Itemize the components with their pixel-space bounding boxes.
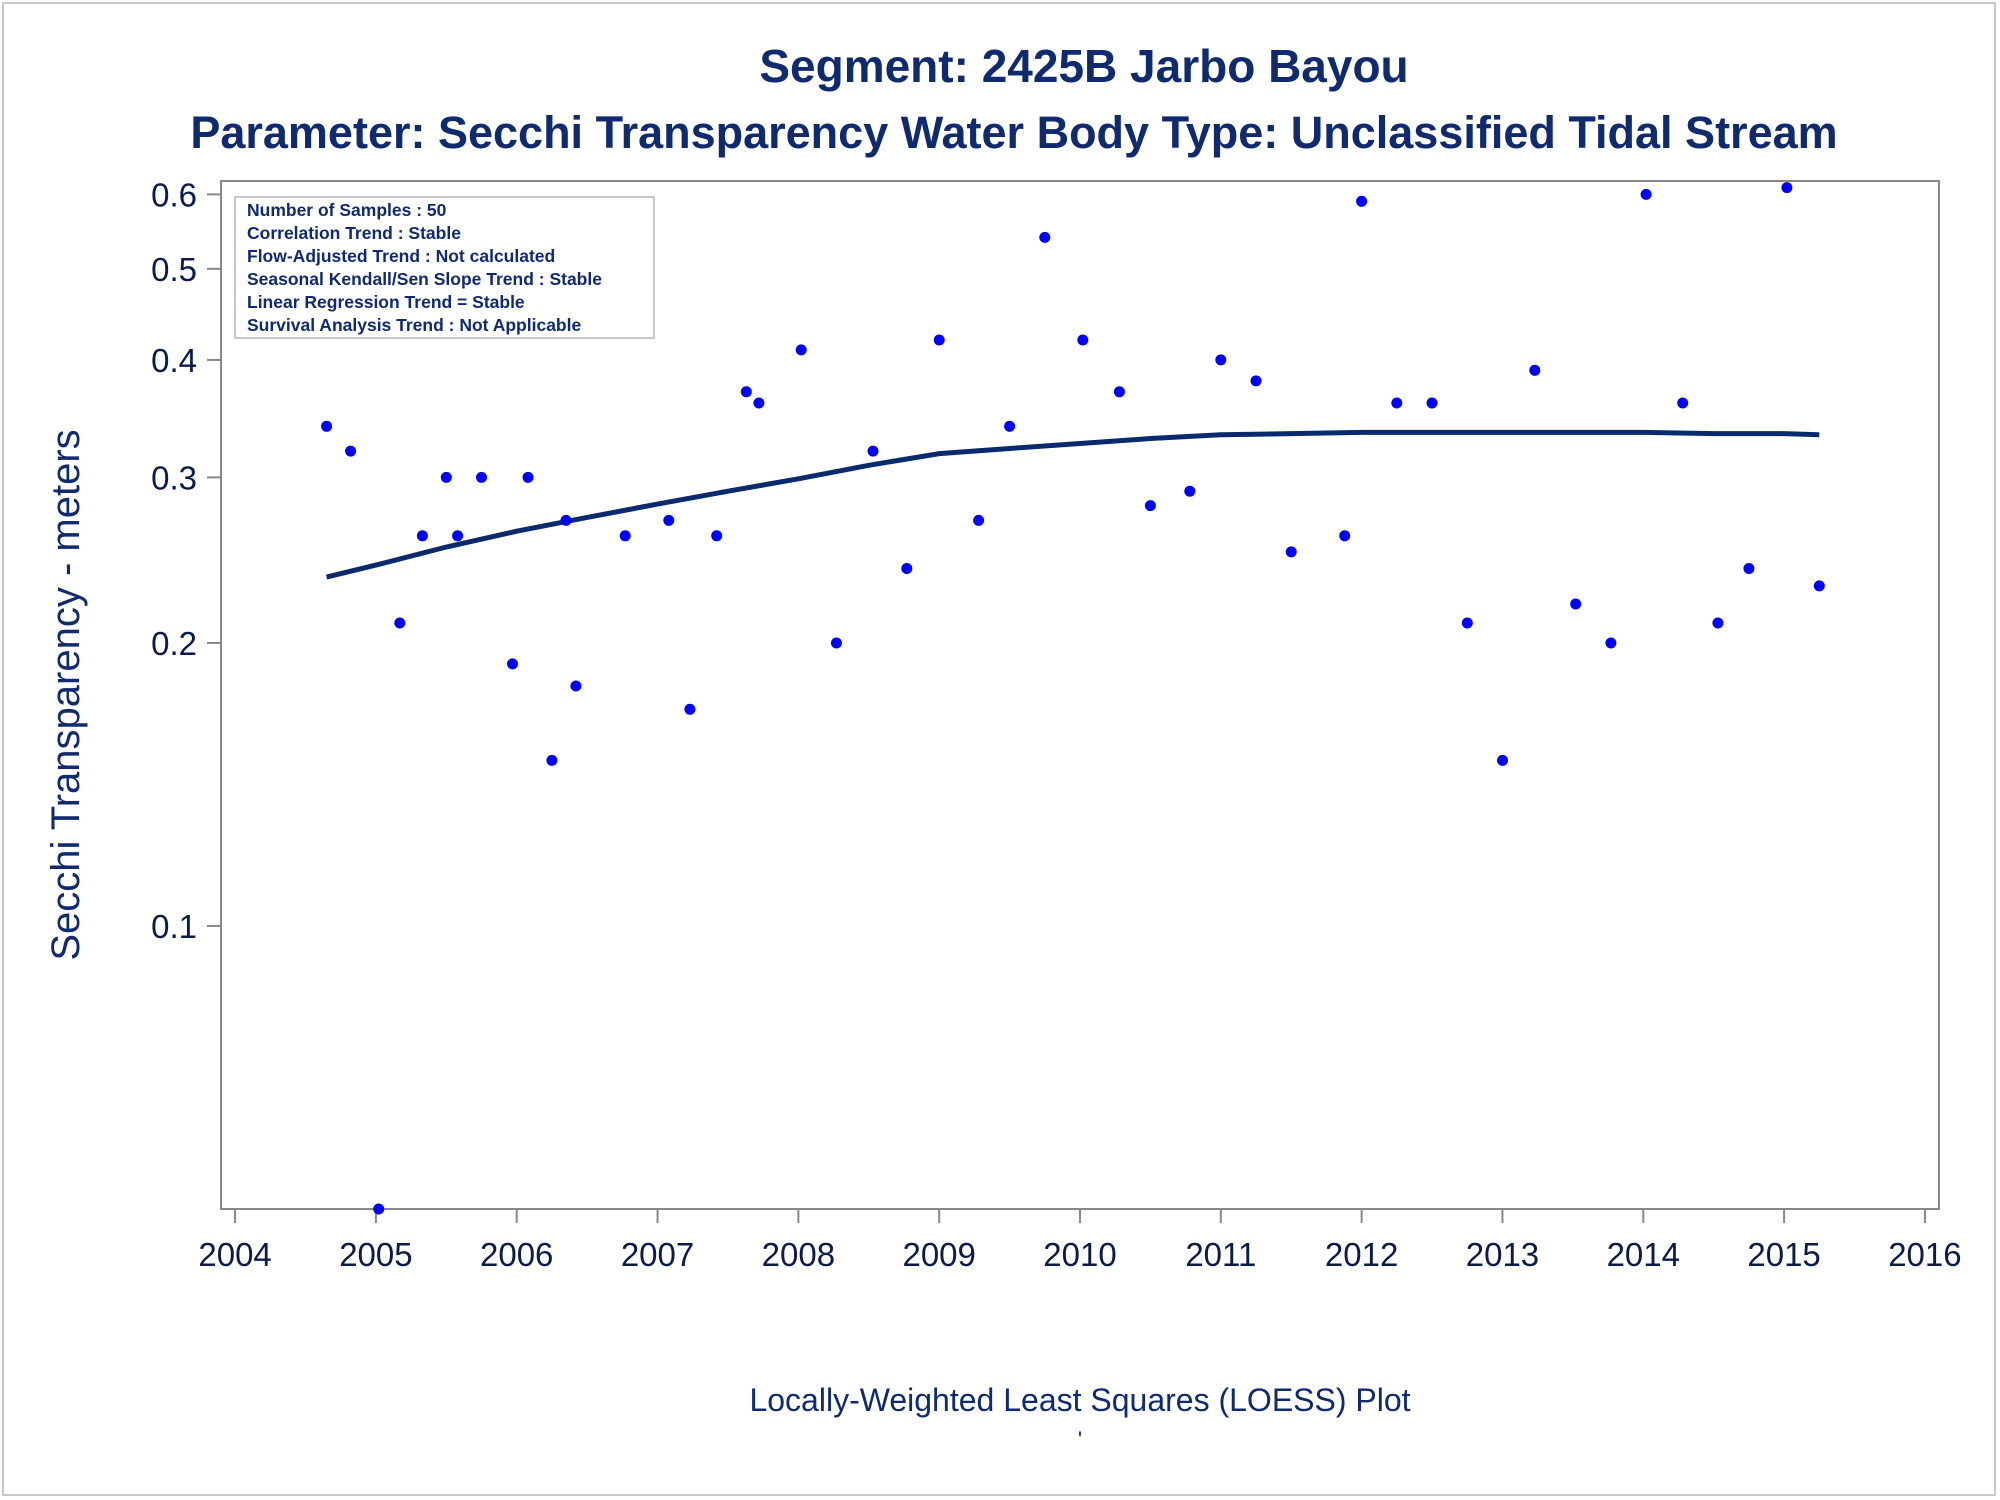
trend-summary-line: Survival Analysis Trend : Not Applicable	[247, 315, 581, 335]
x-tick-label: 2012	[1325, 1236, 1398, 1273]
data-point	[522, 471, 534, 483]
data-point	[546, 754, 558, 766]
data-point	[507, 658, 518, 670]
trend-summary-line: Number of Samples : 50	[247, 200, 447, 220]
chart-subtitle: Parameter: Secchi Transparency Water Bod…	[190, 107, 1837, 158]
data-point	[394, 617, 406, 629]
y-tick-label: 0.5	[151, 251, 197, 288]
data-point	[1285, 546, 1297, 558]
data-point	[973, 514, 985, 526]
chart-title: Segment: 2425B Jarbo Bayou	[759, 40, 1408, 92]
data-point	[663, 514, 675, 526]
data-point	[1605, 637, 1617, 649]
trend-summary-box: Number of Samples : 50 Correlation Trend …	[234, 196, 655, 339]
x-tick-label: 2005	[339, 1236, 412, 1273]
data-point	[1004, 420, 1016, 432]
data-point	[795, 344, 807, 356]
x-tick-label: 2004	[198, 1236, 271, 1273]
x-tick-label: 2009	[902, 1236, 975, 1273]
data-point	[867, 445, 879, 457]
data-point	[1461, 617, 1473, 629]
data-point	[1677, 397, 1689, 409]
loess-trend-line	[326, 429, 1820, 580]
data-point	[570, 680, 582, 692]
data-point	[1743, 563, 1755, 574]
data-point	[1215, 354, 1227, 366]
data-point	[1144, 500, 1156, 512]
data-point	[619, 530, 631, 542]
data-point	[373, 1203, 385, 1215]
y-axis: 0.1 0.2 0.3 0.4 0.5 0.6	[151, 176, 221, 945]
x-tick-label: 2010	[1043, 1236, 1116, 1273]
x-axis: 2004 2005 2006 2007 2008 2009 2010 2011 2012 2013…	[198, 1209, 1962, 1273]
data-point	[1497, 754, 1508, 766]
data-point	[1640, 188, 1652, 200]
data-point	[1391, 397, 1403, 409]
data-point	[1356, 195, 1368, 207]
data-point	[1113, 386, 1125, 398]
data-point	[1712, 617, 1724, 629]
x-tick-label: 2014	[1607, 1236, 1680, 1273]
data-point	[321, 420, 333, 432]
y-tick-label: 0.3	[151, 459, 197, 496]
trend-summary-line: Correlation Trend : Stable	[247, 223, 461, 243]
x-tick-label: 2016	[1888, 1236, 1961, 1273]
data-point	[1781, 182, 1793, 194]
data-point	[711, 530, 723, 542]
plot-method-caption: Locally-Weighted Least Squares (LOESS) P…	[749, 1382, 1410, 1418]
data-point	[830, 637, 842, 649]
x-tick-label: 2015	[1747, 1236, 1820, 1273]
data-point	[440, 471, 452, 483]
y-tick-label: 0.4	[151, 342, 197, 379]
data-point	[1426, 397, 1438, 409]
x-tick-label: 2013	[1466, 1236, 1539, 1273]
trend-summary-line: Flow-Adjusted Trend : Not calculated	[247, 246, 555, 266]
data-points	[321, 182, 1825, 1215]
x-tick-label: 2006	[480, 1236, 553, 1273]
y-tick-label: 0.1	[151, 908, 197, 945]
data-point	[1250, 375, 1262, 387]
data-point	[740, 386, 752, 398]
data-point	[345, 445, 357, 457]
data-point	[416, 530, 428, 542]
data-point	[1339, 530, 1351, 542]
trend-summary-line: Seasonal Kendall/Sen Slope Trend : Stabl…	[247, 269, 602, 289]
data-point	[933, 334, 945, 346]
x-tick-label: 2008	[762, 1236, 835, 1273]
data-point	[452, 530, 464, 542]
data-point	[1184, 485, 1196, 497]
data-point	[1077, 334, 1089, 346]
data-point	[901, 563, 913, 574]
y-tick-label: 0.6	[151, 176, 197, 213]
data-point	[1529, 364, 1541, 376]
x-tick-label: 2011	[1185, 1236, 1256, 1273]
y-axis-label: Secchi Transparency - meters	[44, 429, 88, 960]
trend-summary-line: Linear Regression Trend = Stable	[247, 292, 525, 312]
data-point	[560, 514, 572, 526]
x-tick-label: 2007	[621, 1236, 694, 1273]
footnote-mark: '	[1078, 1427, 1082, 1452]
trend-summary-border	[234, 196, 655, 339]
data-point	[1570, 598, 1582, 610]
data-point	[1039, 231, 1051, 243]
data-point	[1813, 580, 1825, 592]
data-point	[684, 703, 696, 715]
data-point	[476, 471, 487, 483]
y-tick-label: 0.2	[151, 625, 197, 662]
data-point	[753, 397, 765, 409]
